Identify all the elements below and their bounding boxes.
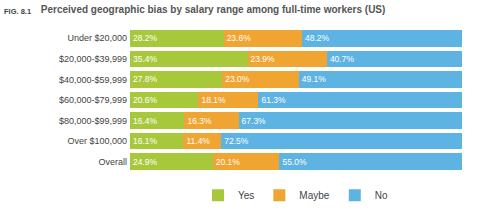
svg-text:67.3%: 67.3% bbox=[242, 116, 267, 126]
svg-text:$60,000-$79,999: $60,000-$79,999 bbox=[59, 95, 127, 105]
svg-text:49.1%: 49.1% bbox=[302, 74, 327, 84]
svg-text:24.9%: 24.9% bbox=[133, 157, 158, 167]
svg-text:55.0%: 55.0% bbox=[282, 157, 307, 167]
svg-text:23.9%: 23.9% bbox=[251, 54, 276, 64]
svg-text:16.4%: 16.4% bbox=[133, 116, 158, 126]
svg-text:72.5%: 72.5% bbox=[224, 136, 249, 146]
svg-text:Maybe: Maybe bbox=[299, 190, 329, 201]
svg-text:$80,000-$99,999: $80,000-$99,999 bbox=[59, 116, 127, 126]
svg-text:Over $100,000: Over $100,000 bbox=[67, 136, 127, 146]
svg-text:Yes: Yes bbox=[238, 190, 254, 201]
svg-text:11.4%: 11.4% bbox=[186, 136, 210, 146]
svg-text:Perceived geographic bias by s: Perceived geographic bias by salary rang… bbox=[41, 4, 386, 15]
svg-text:$20,000-$39,999: $20,000-$39,999 bbox=[59, 54, 127, 64]
svg-text:No: No bbox=[375, 190, 388, 201]
svg-text:16.3%: 16.3% bbox=[187, 116, 212, 126]
svg-text:23.6%: 23.6% bbox=[227, 33, 252, 43]
svg-text:20.1%: 20.1% bbox=[216, 157, 241, 167]
svg-text:27.8%: 27.8% bbox=[133, 74, 158, 84]
svg-text:Under $20,000: Under $20,000 bbox=[67, 33, 127, 43]
svg-text:61.3%: 61.3% bbox=[261, 95, 286, 105]
svg-text:23.0%: 23.0% bbox=[225, 74, 250, 84]
svg-text:Overall: Overall bbox=[98, 157, 127, 167]
svg-text:35.4%: 35.4% bbox=[133, 54, 158, 64]
svg-text:16.1%: 16.1% bbox=[133, 136, 158, 146]
svg-text:$40,000-$59,999: $40,000-$59,999 bbox=[59, 75, 127, 85]
svg-text:48.2%: 48.2% bbox=[305, 33, 330, 43]
svg-text:FIG. 8.1: FIG. 8.1 bbox=[4, 7, 31, 16]
svg-text:18.1%: 18.1% bbox=[201, 95, 226, 105]
svg-text:28.2%: 28.2% bbox=[133, 33, 158, 43]
svg-text:40.7%: 40.7% bbox=[330, 54, 355, 64]
svg-text:20.6%: 20.6% bbox=[133, 95, 158, 105]
